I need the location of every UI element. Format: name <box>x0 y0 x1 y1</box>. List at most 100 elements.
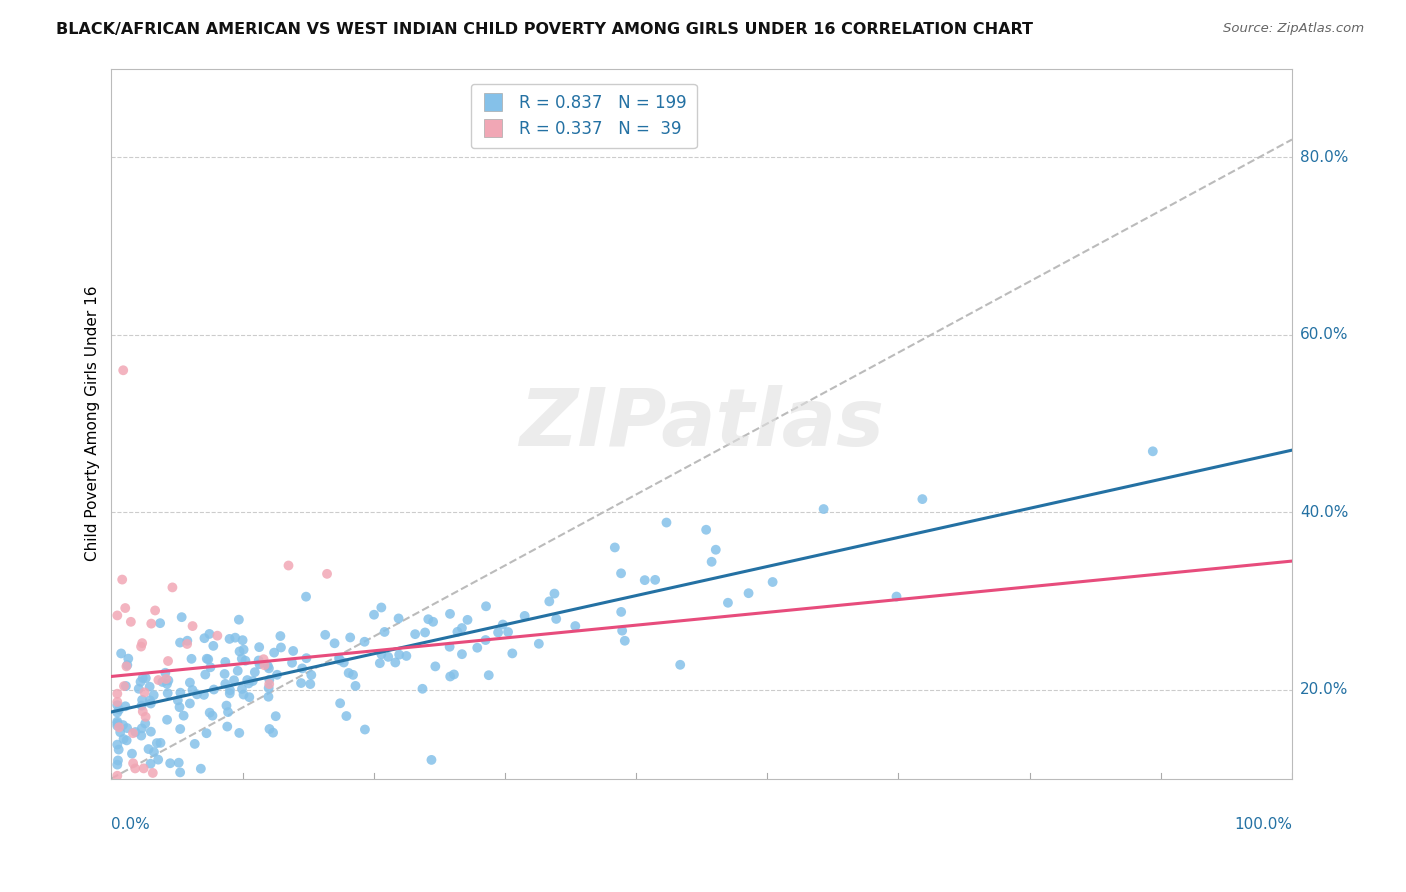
Point <box>198 706 221 720</box>
Point <box>413 625 436 640</box>
Point <box>700 555 723 569</box>
Point <box>197 652 219 666</box>
Point <box>420 753 443 767</box>
Point <box>169 765 191 780</box>
Point <box>564 619 586 633</box>
Point <box>179 675 201 690</box>
Point <box>439 607 461 621</box>
Point <box>200 660 222 674</box>
Point <box>886 590 908 604</box>
Point <box>195 726 218 740</box>
Point <box>610 624 633 638</box>
Point <box>148 753 170 767</box>
Point <box>202 682 225 697</box>
Point <box>443 667 465 681</box>
Point <box>236 673 259 687</box>
Point <box>108 703 131 717</box>
Point <box>613 633 636 648</box>
Point <box>911 492 934 507</box>
Point <box>231 681 253 696</box>
Point <box>105 769 128 783</box>
Point <box>186 687 208 701</box>
Point <box>231 651 253 665</box>
Point <box>695 523 717 537</box>
Point <box>110 725 132 739</box>
Point <box>446 624 468 639</box>
Point <box>329 653 352 667</box>
Point <box>418 612 440 626</box>
Point <box>474 633 496 648</box>
Point <box>134 716 156 731</box>
Text: 0.0%: 0.0% <box>111 817 150 832</box>
Point <box>169 700 191 714</box>
Point <box>486 625 509 640</box>
Point <box>149 736 172 750</box>
Point <box>291 661 314 675</box>
Point <box>634 573 657 587</box>
Point <box>115 733 138 747</box>
Point <box>404 627 426 641</box>
Point <box>259 722 281 736</box>
Point <box>117 658 139 673</box>
Point <box>156 686 179 700</box>
Point <box>155 672 177 686</box>
Point <box>218 686 240 700</box>
Point <box>370 600 392 615</box>
Point <box>131 671 153 685</box>
Point <box>354 723 377 737</box>
Point <box>387 611 409 625</box>
Point <box>295 590 318 604</box>
Point <box>143 603 166 617</box>
Point <box>134 685 156 699</box>
Point <box>157 654 180 668</box>
Point <box>217 720 239 734</box>
Text: BLACK/AFRICAN AMERICAN VS WEST INDIAN CHILD POVERTY AMONG GIRLS UNDER 16 CORRELA: BLACK/AFRICAN AMERICAN VS WEST INDIAN CH… <box>56 22 1033 37</box>
Point <box>139 697 162 711</box>
Point <box>257 661 280 675</box>
Point <box>439 640 461 654</box>
Point <box>333 656 356 670</box>
Point <box>316 566 339 581</box>
Point <box>129 674 152 689</box>
Point <box>105 687 128 701</box>
Point <box>243 665 266 680</box>
Point <box>155 665 177 680</box>
Point <box>139 693 162 707</box>
Point <box>384 656 406 670</box>
Point <box>762 574 785 589</box>
Point <box>235 654 257 668</box>
Point <box>131 698 153 713</box>
Point <box>422 615 444 629</box>
Point <box>527 637 550 651</box>
Point <box>395 648 418 663</box>
Point <box>377 649 399 664</box>
Point <box>451 621 474 635</box>
Point <box>328 651 350 665</box>
Point <box>180 652 202 666</box>
Point <box>214 667 236 681</box>
Point <box>266 667 288 681</box>
Point <box>252 652 274 666</box>
Y-axis label: Child Poverty Among Girls Under 16: Child Poverty Among Girls Under 16 <box>86 285 100 561</box>
Point <box>439 669 461 683</box>
Point <box>538 594 561 608</box>
Point <box>314 628 336 642</box>
Point <box>105 719 128 733</box>
Point <box>257 677 280 691</box>
Point <box>135 671 157 685</box>
Point <box>329 696 352 710</box>
Point <box>146 736 169 750</box>
Point <box>209 816 232 830</box>
Point <box>492 617 515 632</box>
Point <box>107 742 129 756</box>
Point <box>475 599 498 614</box>
Point <box>135 789 157 804</box>
Point <box>388 648 411 662</box>
Point <box>198 627 221 641</box>
Point <box>207 629 229 643</box>
Point <box>176 633 198 648</box>
Point <box>339 631 361 645</box>
Point <box>214 677 236 691</box>
Point <box>149 616 172 631</box>
Point <box>374 624 396 639</box>
